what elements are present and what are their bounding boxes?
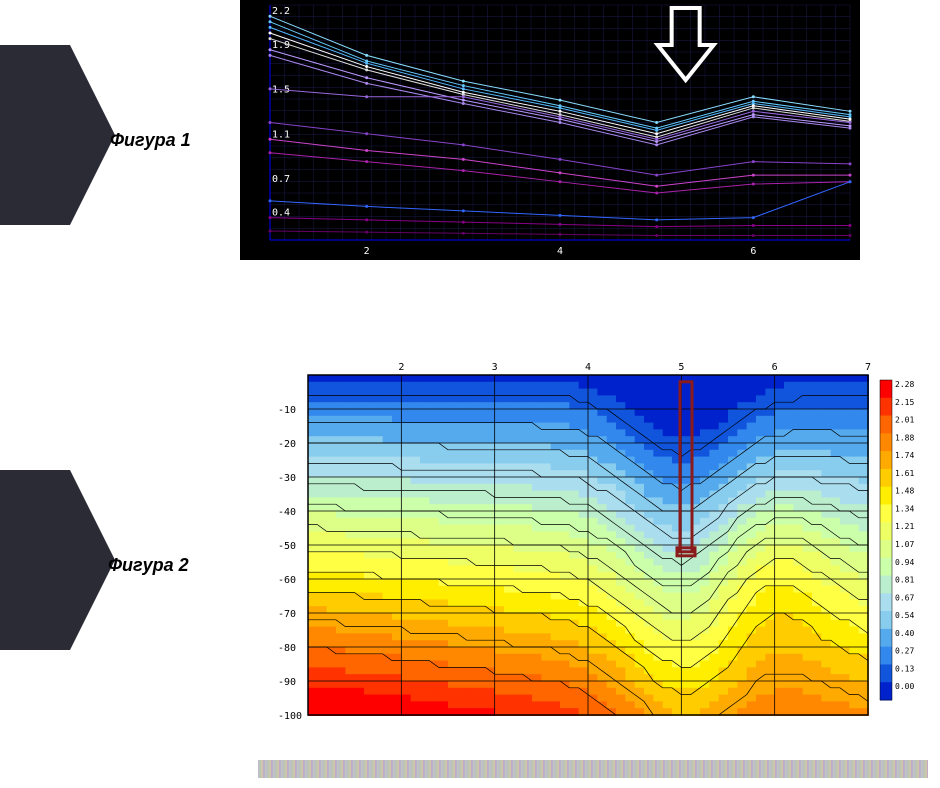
svg-text:2.28: 2.28 bbox=[895, 380, 914, 389]
figure-1-label: Фигура 1 bbox=[110, 130, 191, 151]
figure-1-chart: 0.40.71.11.51.92.2246 bbox=[240, 0, 860, 260]
svg-text:-80: -80 bbox=[278, 643, 296, 654]
pentagon-marker-2 bbox=[0, 470, 70, 650]
svg-text:2.01: 2.01 bbox=[895, 416, 914, 425]
svg-text:-100: -100 bbox=[278, 711, 302, 722]
svg-text:-20: -20 bbox=[278, 439, 296, 450]
svg-text:-40: -40 bbox=[278, 507, 296, 518]
figure-2-label: Фигура 2 bbox=[108, 555, 189, 576]
svg-text:4: 4 bbox=[557, 246, 563, 257]
svg-text:2.15: 2.15 bbox=[895, 398, 914, 407]
svg-text:6: 6 bbox=[772, 362, 778, 373]
svg-text:2: 2 bbox=[364, 246, 370, 257]
svg-text:1.9: 1.9 bbox=[272, 40, 290, 51]
svg-text:0.4: 0.4 bbox=[272, 208, 290, 219]
svg-text:1.61: 1.61 bbox=[895, 469, 914, 478]
svg-text:2: 2 bbox=[398, 362, 404, 373]
svg-text:0.94: 0.94 bbox=[895, 558, 914, 567]
svg-text:1.07: 1.07 bbox=[895, 540, 914, 549]
svg-text:1.88: 1.88 bbox=[895, 433, 914, 442]
svg-text:1.74: 1.74 bbox=[895, 451, 914, 460]
svg-text:0.81: 0.81 bbox=[895, 576, 914, 585]
svg-text:0.40: 0.40 bbox=[895, 629, 914, 638]
svg-text:4: 4 bbox=[585, 362, 591, 373]
svg-text:-90: -90 bbox=[278, 677, 296, 688]
noise-strip bbox=[258, 760, 928, 778]
svg-text:1.1: 1.1 bbox=[272, 129, 290, 140]
svg-text:-60: -60 bbox=[278, 575, 296, 586]
svg-text:1.21: 1.21 bbox=[895, 522, 914, 531]
svg-text:1.48: 1.48 bbox=[895, 487, 914, 496]
svg-text:5: 5 bbox=[678, 362, 684, 373]
svg-text:0.7: 0.7 bbox=[272, 174, 290, 185]
pentagon-marker-1 bbox=[0, 45, 70, 225]
svg-text:7: 7 bbox=[865, 362, 871, 373]
svg-text:0.54: 0.54 bbox=[895, 611, 914, 620]
figure-2-chart: 2 3 4 5 6 7 -10 -20 -30 -40 -50 -60 -70 -80 -90 -100 2.2… bbox=[258, 355, 928, 725]
svg-text:-10: -10 bbox=[278, 405, 296, 416]
svg-text:0.13: 0.13 bbox=[895, 664, 914, 673]
svg-text:3: 3 bbox=[492, 362, 498, 373]
svg-text:-30: -30 bbox=[278, 473, 296, 484]
svg-text:6: 6 bbox=[750, 246, 756, 257]
svg-text:0.00: 0.00 bbox=[895, 682, 914, 691]
svg-text:0.27: 0.27 bbox=[895, 647, 914, 656]
svg-text:-50: -50 bbox=[278, 541, 296, 552]
svg-text:1.34: 1.34 bbox=[895, 504, 914, 513]
svg-text:2.2: 2.2 bbox=[272, 6, 290, 17]
svg-text:0.67: 0.67 bbox=[895, 593, 914, 602]
svg-text:-70: -70 bbox=[278, 609, 296, 620]
